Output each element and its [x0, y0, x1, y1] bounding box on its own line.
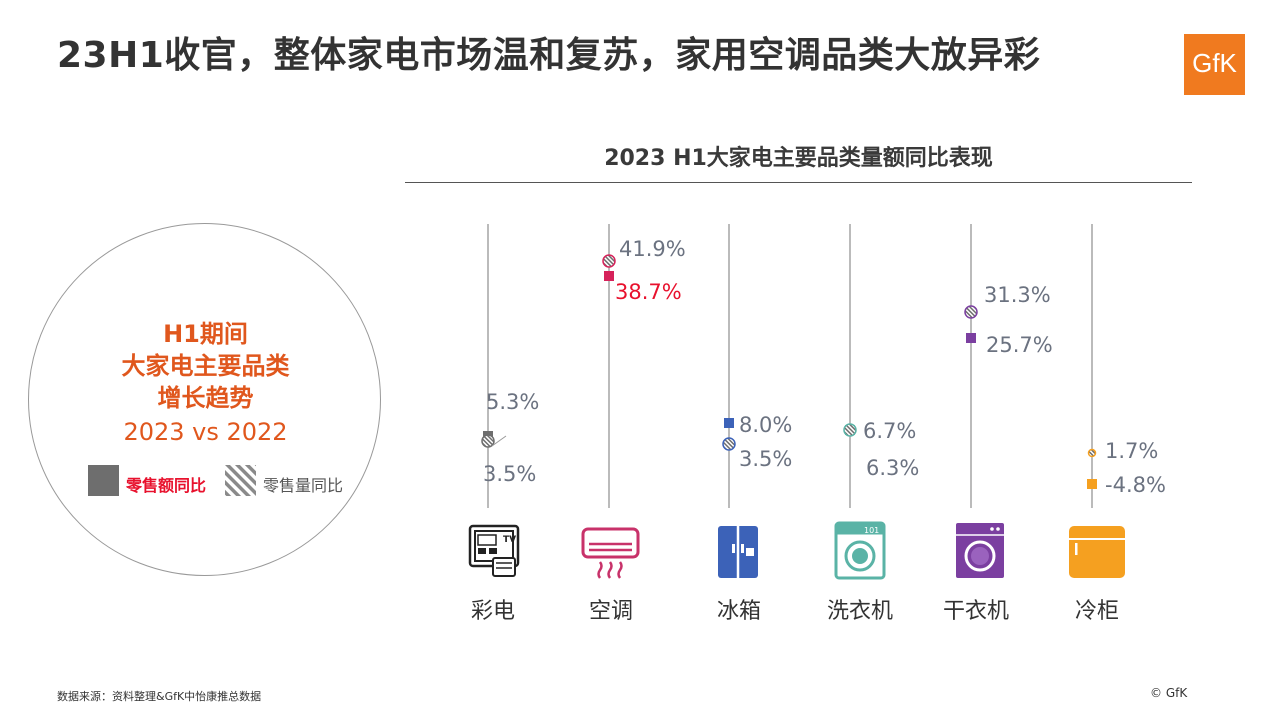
chart-title: 2023 H1大家电主要品类量额同比表现 — [604, 146, 993, 171]
data-source-note: 数据来源：资料整理&GfK中怡康推总数据 — [57, 690, 262, 703]
sales-volume-label: 41.9% — [619, 237, 686, 261]
category-label: 冰箱 — [716, 599, 761, 624]
legend-swatch-solid — [88, 465, 119, 496]
legend-label-sales-volume: 零售量同比 — [263, 476, 344, 495]
refrigerator-icon — [708, 520, 768, 580]
sales-volume-marker — [964, 305, 978, 319]
svg-text:TV: TV — [503, 535, 516, 545]
sales-volume-marker — [602, 254, 616, 268]
sales-volume-marker — [1087, 448, 1097, 458]
air-conditioner-icon — [580, 522, 640, 582]
category-label: 干衣机 — [942, 599, 1009, 624]
sales-volume-label: 31.3% — [984, 283, 1051, 307]
sales-value-marker — [604, 271, 614, 281]
sales-volume-marker — [843, 423, 857, 437]
category-label: 空调 — [588, 599, 633, 624]
summary-heading: H1期间 大家电主要品类 增长趋势 — [68, 318, 343, 414]
summary-heading-line: 大家电主要品类 — [121, 352, 290, 380]
sales-value-marker — [1087, 479, 1097, 489]
summary-circle — [28, 223, 381, 576]
logo-text: GfK — [1192, 48, 1237, 78]
sales-volume-label: 3.5% — [739, 447, 792, 471]
sales-volume-label: 1.7% — [1105, 439, 1158, 463]
freezer-icon — [1066, 522, 1126, 582]
sales-value-marker — [724, 418, 734, 428]
dryer-icon — [950, 520, 1010, 580]
sales-volume-label: 5.3% — [486, 390, 539, 414]
sales-value-label: 3.5% — [483, 462, 536, 486]
category-label: 洗衣机 — [826, 599, 893, 624]
sales-volume-marker — [722, 437, 736, 451]
tv-icon: TV — [465, 520, 525, 580]
sales-value-label: 8.0% — [739, 413, 792, 437]
gfk-logo: GfK — [1184, 34, 1245, 95]
summary-subheading: 2023 vs 2022 — [123, 418, 288, 446]
sales-value-label: 25.7% — [986, 333, 1053, 357]
svg-text:101: 101 — [864, 526, 879, 535]
washing-machine-icon: 101 — [830, 520, 890, 580]
sales-value-label: 38.7% — [615, 280, 682, 304]
sales-value-label: -4.8% — [1105, 473, 1166, 497]
sales-value-marker — [966, 333, 976, 343]
copyright-note: © GfK — [1150, 686, 1188, 700]
summary-heading-line: 增长趋势 — [157, 384, 254, 412]
chart-title-rule — [405, 182, 1192, 183]
legend-label-sales-value: 零售额同比 — [126, 476, 207, 495]
label-leader-line — [491, 435, 507, 447]
sales-volume-label: 6.7% — [863, 419, 916, 443]
page-title: 23H1收官，整体家电市场温和复苏，家用空调品类大放异彩 — [57, 35, 1041, 76]
category-label: 彩电 — [470, 599, 515, 624]
sales-value-label: 6.3% — [866, 456, 919, 480]
category-label: 冷柜 — [1074, 599, 1119, 624]
summary-heading-line: H1期间 — [163, 320, 248, 348]
sales-volume-marker — [481, 434, 495, 448]
legend-swatch-hatched — [225, 465, 256, 496]
